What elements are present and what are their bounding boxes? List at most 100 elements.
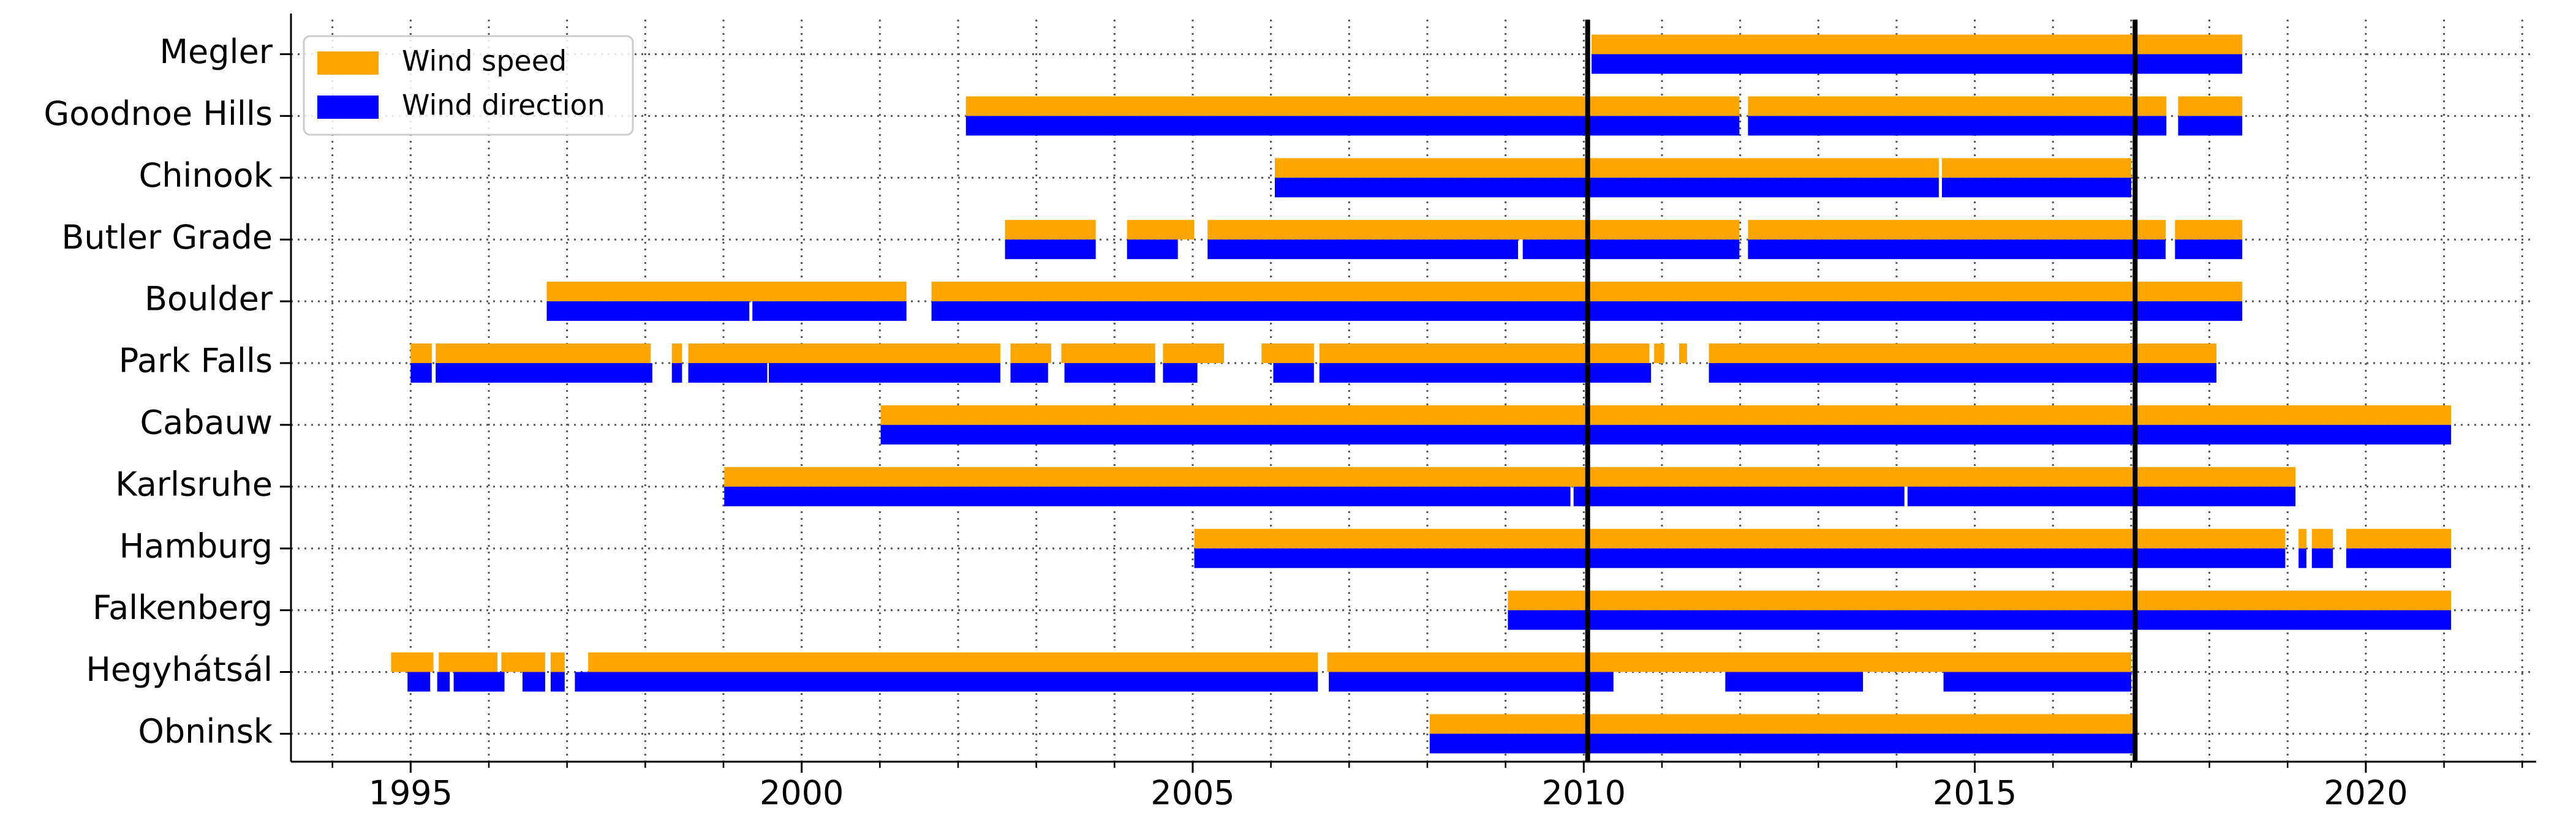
- y-tick-label: Park Falls: [119, 342, 273, 380]
- timeline-bar: [2175, 239, 2243, 260]
- timeline-bar: [410, 363, 432, 383]
- timeline-bar: [1163, 343, 1225, 363]
- timeline-bar: [2178, 96, 2243, 116]
- timeline-bar: [1907, 486, 2296, 506]
- timeline-bar: [671, 363, 682, 383]
- x-tick-label: 2010: [1542, 774, 1626, 813]
- y-tick-label: Obninsk: [138, 712, 273, 751]
- legend-swatch: [317, 96, 379, 119]
- y-tick-label: Karlsruhe: [115, 465, 273, 503]
- legend-label: Wind speed: [402, 45, 567, 78]
- timeline-bar: [1207, 239, 1519, 260]
- timeline-bar: [1748, 96, 2167, 116]
- timeline-bar: [724, 467, 2296, 487]
- timeline-bar: [1941, 178, 2131, 198]
- timeline-bar: [1194, 548, 2286, 568]
- timeline-bar: [1319, 363, 1652, 383]
- timeline-bar: [1508, 610, 2452, 630]
- x-tick-label: 2020: [2324, 774, 2408, 813]
- legend-label: Wind direction: [402, 89, 605, 122]
- timeline-bar: [410, 343, 432, 363]
- timeline-bar: [1319, 343, 1650, 363]
- timeline-bar: [436, 343, 651, 363]
- timeline-bar: [439, 652, 498, 672]
- y-tick-label: Goodnoe Hills: [43, 94, 273, 133]
- timeline-bar: [1592, 54, 2243, 74]
- timeline-bar: [2346, 548, 2452, 568]
- y-tick-label: Butler Grade: [61, 218, 273, 257]
- timeline-bar: [1010, 363, 1048, 383]
- timeline-bar: [1725, 672, 1864, 692]
- timeline-bar: [550, 672, 565, 692]
- timeline-bar: [1127, 220, 1195, 240]
- timeline-bar: [1941, 158, 2131, 178]
- timeline-bar: [1429, 734, 2135, 754]
- timeline-bar: [1163, 363, 1198, 383]
- y-tick-label: Cabauw: [140, 403, 273, 442]
- timeline-bar: [688, 363, 768, 383]
- timeline-bar: [2178, 116, 2243, 136]
- timeline-bar: [1748, 239, 2166, 260]
- timeline-bar: [1127, 239, 1178, 260]
- timeline-bar: [1709, 343, 2217, 363]
- timeline-bar: [2311, 528, 2333, 549]
- timeline-bar: [769, 363, 1000, 383]
- timeline-bar: [1709, 363, 2217, 383]
- timeline-bar: [588, 652, 1318, 672]
- y-tick-label: Boulder: [145, 280, 273, 318]
- timeline-bar: [1061, 343, 1155, 363]
- timeline-bar: [2298, 548, 2306, 568]
- timeline-bar: [437, 672, 450, 692]
- timeline-bar: [1275, 178, 1939, 198]
- timeline-bar: [1508, 590, 2452, 610]
- timeline-bar: [1522, 239, 1740, 260]
- x-tick-label: 2005: [1150, 774, 1234, 813]
- y-tick-label: Megler: [159, 32, 273, 71]
- timeline-bar: [407, 672, 431, 692]
- y-tick-label: Falkenberg: [93, 588, 273, 627]
- legend-box: [303, 35, 634, 136]
- timeline-bar: [1194, 528, 2286, 549]
- timeline-bar: [1207, 220, 1740, 240]
- timeline-bar: [1273, 363, 1314, 383]
- timeline-bar: [688, 343, 1000, 363]
- timeline-bar: [2298, 528, 2306, 549]
- timeline-bar: [1654, 343, 1664, 363]
- timeline-bar: [546, 282, 907, 302]
- x-tick-label: 1995: [369, 774, 453, 813]
- timeline-bar: [880, 424, 2452, 445]
- timeline-bar: [1943, 672, 2131, 692]
- timeline-bar: [880, 405, 2452, 425]
- timeline-bar: [501, 652, 545, 672]
- timeline-bar: [1329, 672, 1614, 692]
- timeline-bar: [436, 363, 652, 383]
- timeline-bar: [453, 672, 505, 692]
- timeline-bar: [1748, 116, 2167, 136]
- timeline-bar: [965, 116, 1740, 136]
- timeline-bar: [724, 486, 1571, 506]
- timeline-bar: [1005, 220, 1096, 240]
- timeline-bar: [2346, 528, 2452, 549]
- timeline-bar: [1275, 158, 1939, 178]
- timeline-bar: [1327, 652, 2131, 672]
- y-tick-label: Hamburg: [119, 527, 273, 565]
- timeline-bar: [2175, 220, 2243, 240]
- timeline-bar: [575, 672, 1318, 692]
- timeline-bar: [1592, 34, 2243, 54]
- x-tick-label: 2000: [760, 774, 844, 813]
- timeline-bar: [522, 672, 545, 692]
- timeline-bar: [1010, 343, 1051, 363]
- timeline-bar: [671, 343, 682, 363]
- timeline-bar: [391, 652, 434, 672]
- timeline-bar: [965, 96, 1740, 116]
- timeline-bar: [752, 301, 907, 321]
- timeline-bar: [1573, 486, 1905, 506]
- timeline-bar: [1748, 220, 2166, 240]
- timeline-bar: [1064, 363, 1155, 383]
- x-tick-label: 2015: [1933, 774, 2017, 813]
- timeline-bar: [1679, 343, 1687, 363]
- timeline-bar: [2311, 548, 2333, 568]
- timeline-bar: [1429, 714, 2135, 734]
